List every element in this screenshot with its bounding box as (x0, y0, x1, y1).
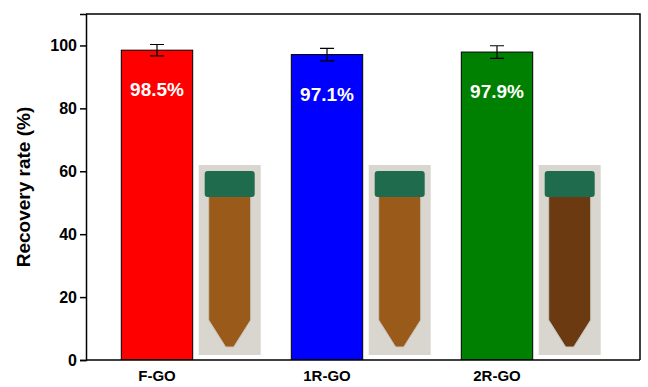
y-tick: 20 (59, 289, 86, 306)
error-bar (150, 45, 164, 56)
bars (121, 45, 532, 360)
y-tick-mark (80, 45, 86, 47)
y-tick-mark (80, 171, 86, 173)
data-label: 98.5% (130, 79, 184, 100)
y-tick-mark (80, 360, 86, 362)
y-tick-label: 0 (68, 352, 77, 369)
error-bar (320, 48, 334, 61)
x-tick: 2R-GO (473, 360, 521, 384)
chart: 0 20 40 60 80 100 F-GO 1R-GO 2R-GO 98.5% 97.1% 97.9… (0, 0, 648, 387)
vial-photo (539, 165, 601, 355)
y-tick-label: 20 (59, 289, 77, 306)
plot-frame (86, 14, 640, 360)
y-tick: 0 (68, 352, 86, 369)
vial-photo (199, 165, 261, 355)
x-axis-line (86, 359, 640, 361)
y-tick: 60 (59, 163, 86, 180)
y-tick-label: 40 (59, 226, 77, 243)
x-tick: 1R-GO (303, 360, 351, 384)
data-label: 97.1% (300, 84, 354, 105)
y-tick: 80 (59, 100, 86, 117)
x-tick-label: F-GO (138, 367, 176, 384)
x-tick-label: 2R-GO (473, 367, 521, 384)
y-axis-line (80, 15, 87, 361)
x-axis: F-GO 1R-GO 2R-GO (138, 360, 521, 384)
y-tick-label: 100 (50, 37, 77, 54)
bar (121, 50, 192, 360)
y-axis: 0 20 40 60 80 100 (50, 15, 86, 369)
y-tick-label: 60 (59, 163, 77, 180)
y-tick-mark (80, 234, 86, 236)
bar (461, 52, 532, 360)
x-tick: F-GO (138, 360, 176, 384)
y-tick: 40 (59, 226, 86, 243)
y-axis-title: Recovery rate (%) (13, 107, 34, 268)
y-tick-mark (80, 297, 86, 299)
y-tick: 100 (50, 37, 86, 54)
vial-photo (369, 165, 431, 355)
y-tick-mark (80, 108, 86, 110)
data-label: 97.9% (470, 81, 524, 102)
y-tick-label: 80 (59, 100, 77, 117)
error-bar (490, 46, 504, 59)
bar (291, 55, 362, 360)
x-tick-label: 1R-GO (303, 367, 351, 384)
